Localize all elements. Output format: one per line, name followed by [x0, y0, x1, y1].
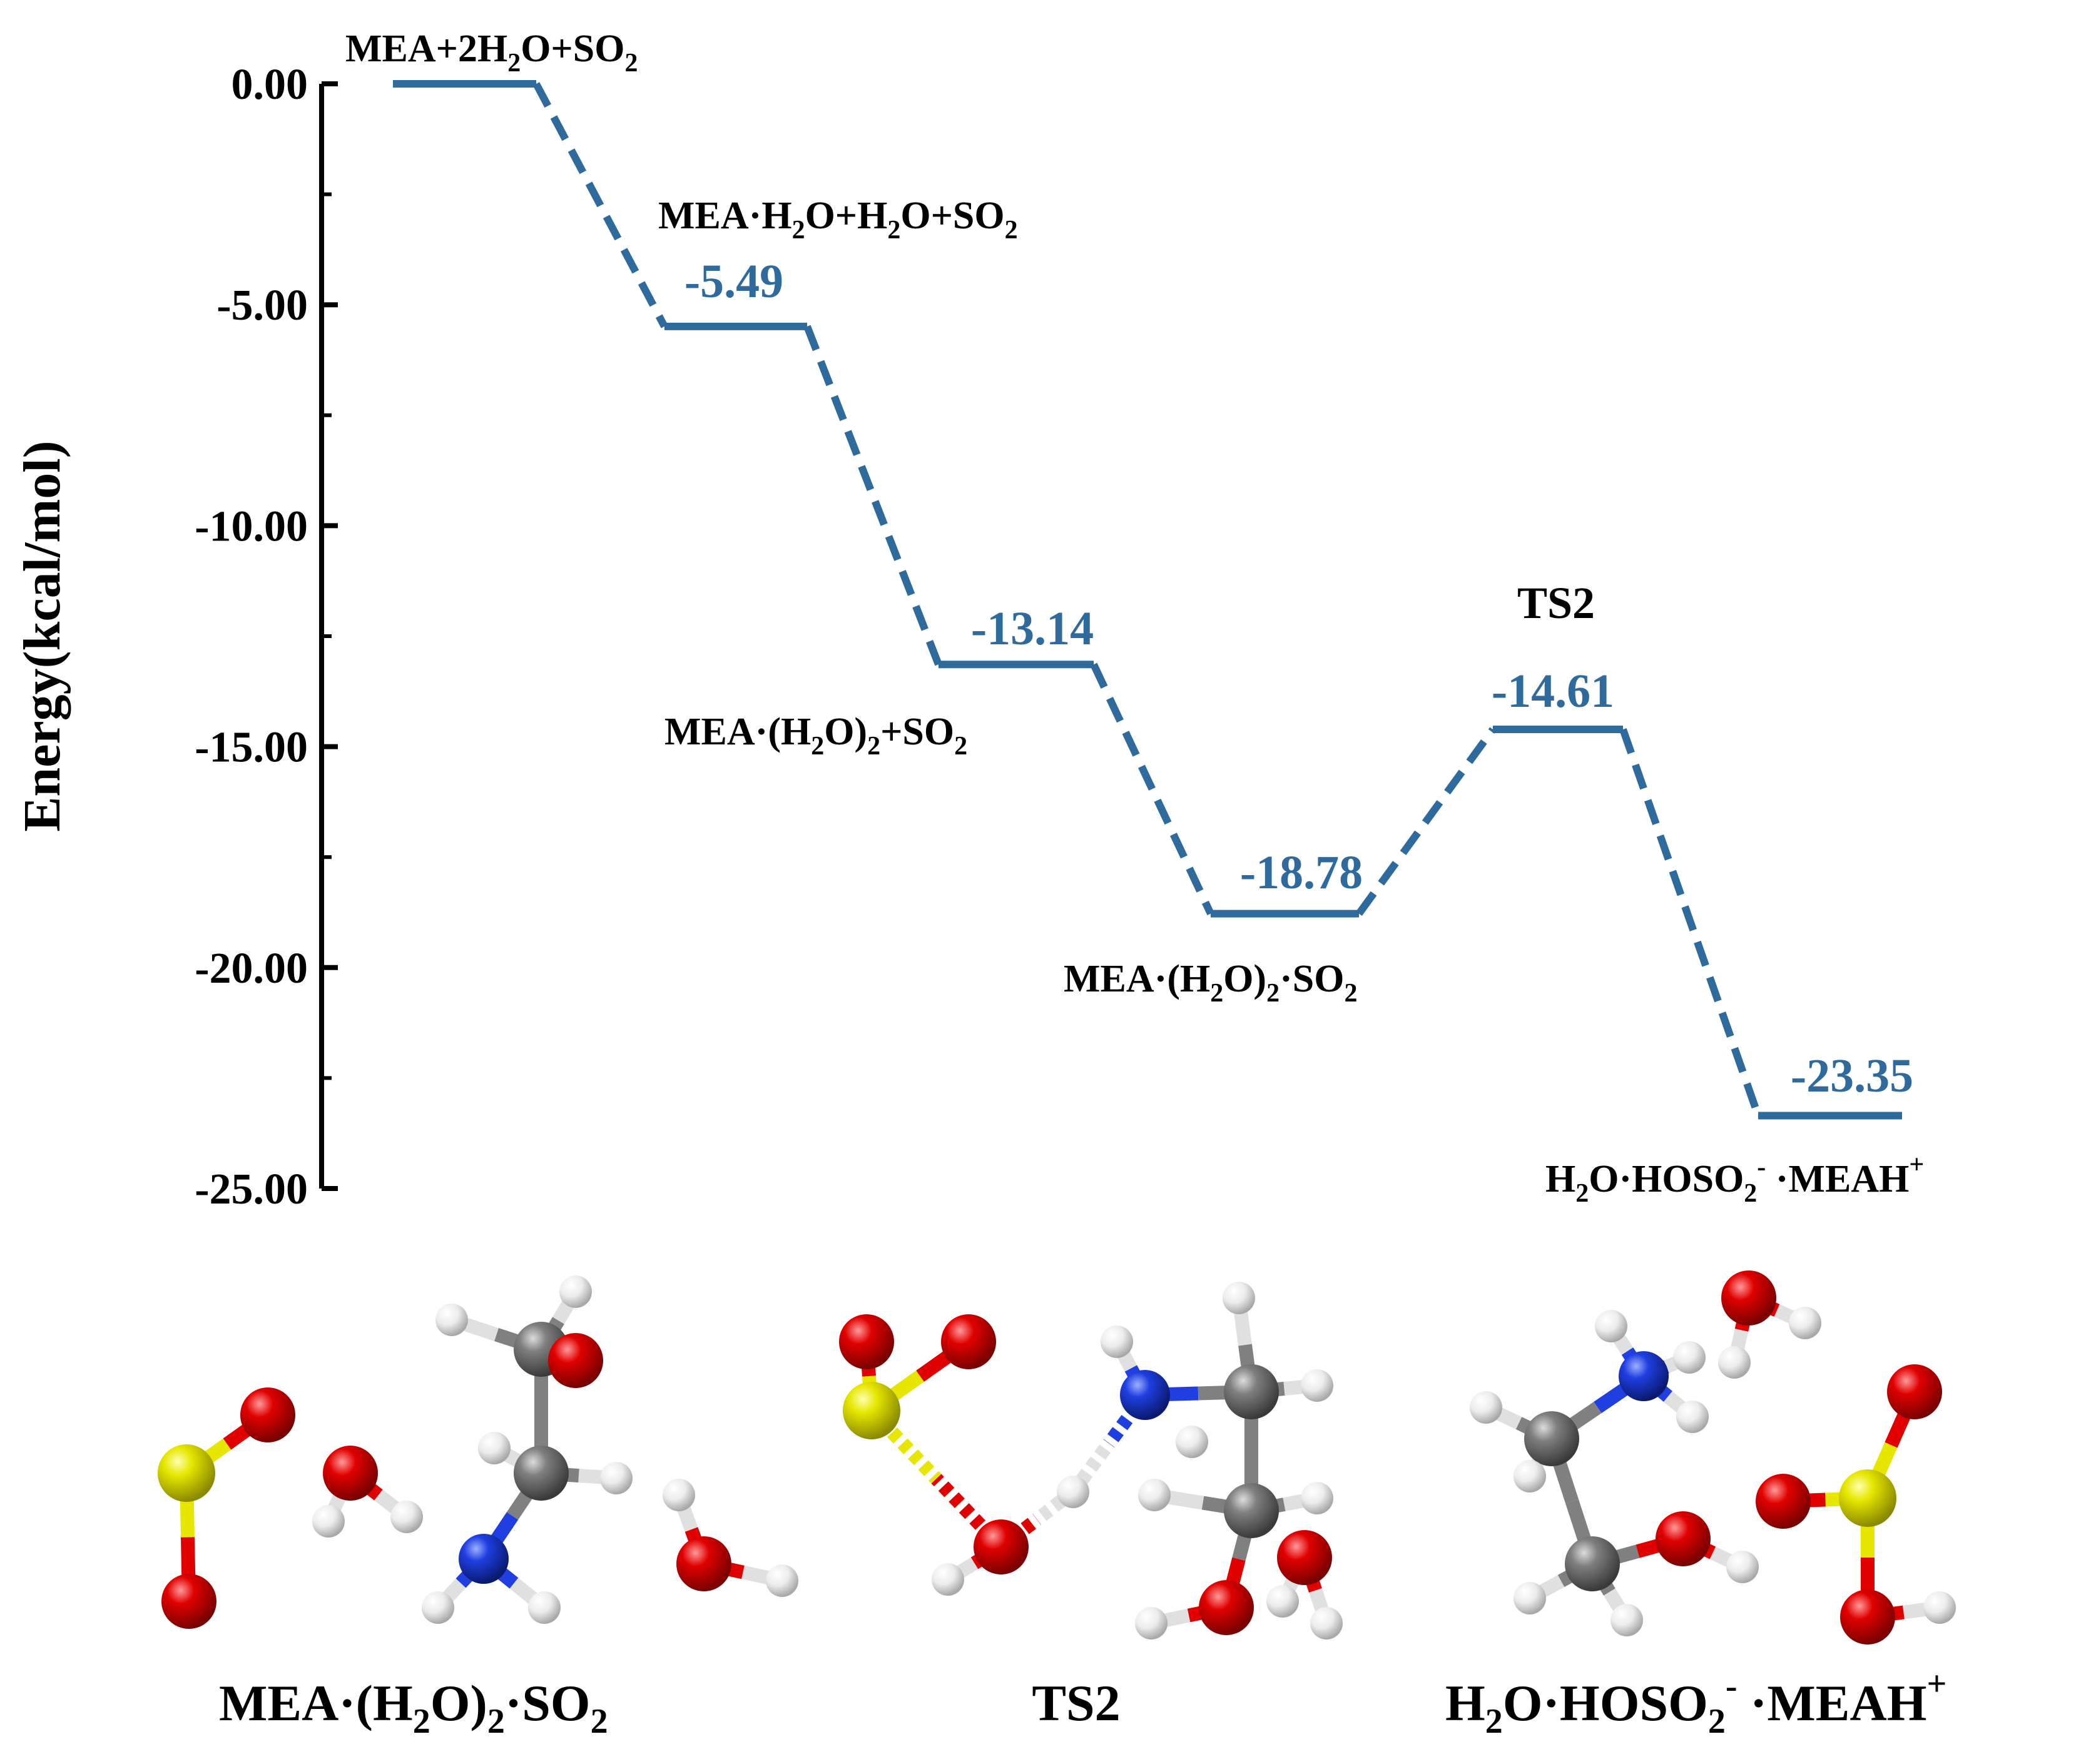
nitrogen-atom — [459, 1534, 509, 1584]
hydrogen-atom — [559, 1275, 592, 1308]
carbon-atom — [1224, 1364, 1279, 1419]
level-label-complex: MEA·(H2O)2·SO2 — [1064, 958, 1357, 1008]
sulfur-atom — [158, 1444, 215, 1502]
hydrogen-atom — [1726, 1551, 1759, 1583]
energy-value-label: -14.61 — [1492, 665, 1614, 717]
y-axis: 0.00 -5.00 -10.00 -15.00 -20.00 -25.00 Energy… — [13, 61, 338, 1214]
y-tick-label: -15.00 — [195, 724, 308, 772]
connector-dash — [1356, 727, 1496, 916]
y-axis-label: Energy(kcal/mol) — [13, 440, 71, 831]
hydrogen-atom — [1595, 1310, 1627, 1342]
carbon-atom — [1565, 1536, 1620, 1591]
energy-value-label: -23.35 — [1791, 1050, 1913, 1102]
oxygen-atom — [974, 1519, 1029, 1574]
caption-product: H2O·HOSO2- ·MEAH+ — [1445, 1665, 1946, 1741]
connector-dash — [1090, 662, 1214, 916]
connector-dash — [803, 325, 942, 666]
oxygen-atom — [1656, 1511, 1711, 1566]
hydrogen-atom — [1057, 1476, 1089, 1508]
hydrogen-atom — [1923, 1591, 1956, 1624]
caption-complex: MEA·(H2O)2·SO2 — [219, 1675, 608, 1741]
hydrogen-atom — [1301, 1482, 1333, 1514]
oxygen-atom — [240, 1387, 295, 1442]
hydrogen-atom — [1514, 1582, 1546, 1614]
sulfur-atom — [1839, 1469, 1896, 1527]
oxygen-atom — [323, 1446, 378, 1501]
oxygen-atom — [1840, 1589, 1895, 1645]
carbon-atom — [1524, 1411, 1579, 1466]
y-axis-ticks: 0.00 -5.00 -10.00 -15.00 -20.00 -25.00 — [195, 61, 338, 1214]
level-label-mea-2h2o: MEA·(H2O)2+SO2 — [664, 711, 967, 761]
y-tick-label: -5.00 — [216, 281, 308, 330]
hydrogen-atom — [1676, 1401, 1709, 1433]
hbond — [1067, 1439, 1115, 1496]
hydrogen-atom — [528, 1591, 561, 1624]
oxygen-atom — [1277, 1530, 1332, 1585]
hydrogen-atom — [1470, 1391, 1502, 1424]
hydrogen-atom — [766, 1564, 798, 1597]
connector-dash — [532, 82, 668, 328]
oxygen-atom — [1887, 1364, 1942, 1419]
structure-ts2 — [839, 1282, 1343, 1640]
hydrogen-atom — [1514, 1460, 1546, 1493]
energy-value-label: -18.78 — [1240, 846, 1363, 899]
oxygen-atom — [161, 1574, 216, 1629]
level-label-product: H2O·HOSO2- ·MEAH+ — [1545, 1150, 1924, 1208]
nitrogen-atom — [1120, 1370, 1170, 1420]
hydrogen-atom — [600, 1462, 633, 1494]
hydrogen-atom — [422, 1591, 454, 1624]
oxygen-atom — [676, 1536, 731, 1591]
level-label-reactants: MEA+2H2O+SO2 — [345, 28, 638, 78]
hydrogen-atom — [1266, 1585, 1299, 1618]
hydrogen-atom — [1718, 1346, 1751, 1379]
hydrogen-atom — [663, 1479, 695, 1511]
caption-ts2: TS2 — [1032, 1675, 1120, 1731]
hydrogen-atom — [390, 1501, 423, 1533]
structure-product — [1470, 1270, 1956, 1645]
hydrogen-atom — [1301, 1369, 1333, 1402]
y-tick-label: -25.00 — [195, 1165, 308, 1214]
hydrogen-atom — [1138, 1479, 1171, 1511]
level-label-ts2: TS2 — [1517, 578, 1595, 628]
carbon-atom — [1224, 1483, 1279, 1538]
energy-value-label: -13.14 — [971, 602, 1094, 655]
structure-captions: MEA·(H2O)2·SO2 TS2 H2O·HOSO2- ·MEAH+ — [219, 1665, 1946, 1741]
oxygen-atom — [1756, 1474, 1811, 1529]
hydrogen-atom — [435, 1304, 468, 1336]
y-tick-label: 0.00 — [231, 61, 308, 109]
oxygen-atom — [548, 1333, 603, 1388]
y-tick-label: -20.00 — [195, 945, 308, 993]
energy-profile: -5.49 -13.14 -18.78 -14.61 -23.35 — [393, 80, 1913, 1120]
structure-mea-h2o2-so2 — [158, 1275, 798, 1629]
hydrogen-atom — [1310, 1607, 1343, 1640]
carbon-atom — [514, 1446, 569, 1501]
hydrogen-atom — [1223, 1282, 1255, 1314]
oxygen-atom — [1721, 1270, 1776, 1326]
oxygen-atom — [839, 1314, 894, 1369]
hydrogen-atom — [478, 1432, 511, 1464]
y-tick-label: -10.00 — [195, 502, 308, 550]
nitrogen-atom — [1619, 1351, 1669, 1401]
hydrogen-atom — [312, 1505, 345, 1538]
hydrogen-atom — [1789, 1307, 1821, 1339]
level-label-mea-h2o: MEA·H2O+H2O+SO2 — [658, 195, 1018, 245]
hydrogen-atom — [1101, 1326, 1133, 1358]
oxygen-atom — [941, 1314, 996, 1369]
oxygen-atom — [1199, 1580, 1254, 1635]
hbond — [1103, 1391, 1151, 1448]
energy-value-label: -5.49 — [684, 255, 783, 308]
hydrogen-atom — [1610, 1604, 1643, 1636]
hydrogen-atom — [1673, 1341, 1706, 1374]
species-labels: MEA+2H2O+SO2 MEA·H2O+H2O+SO2 MEA·(H2O)2+… — [345, 28, 1924, 1208]
sulfur-atom — [843, 1382, 900, 1439]
connector-dash — [1619, 728, 1762, 1117]
hydrogen-atom — [1176, 1426, 1208, 1458]
hydrogen-atom — [1135, 1607, 1168, 1640]
hydrogen-atom — [932, 1563, 964, 1596]
